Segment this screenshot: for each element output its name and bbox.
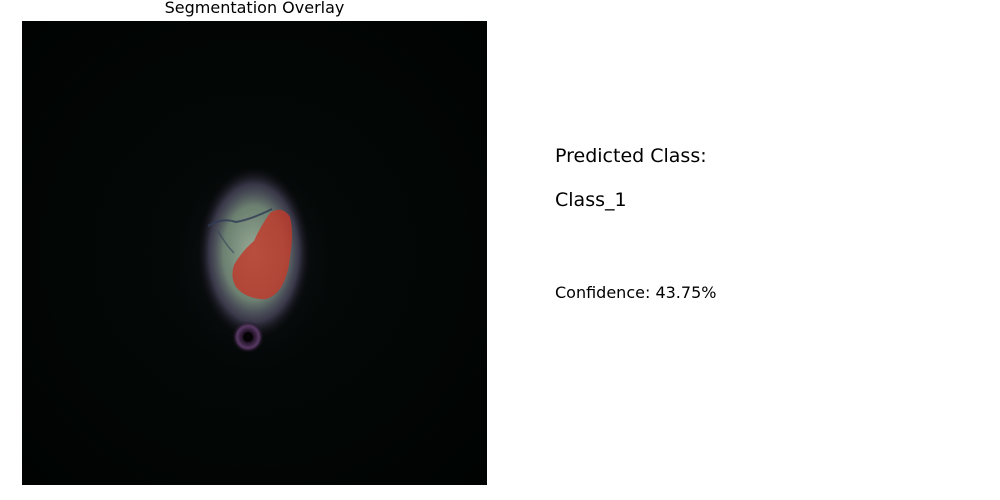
segmentation-mask: [232, 209, 292, 300]
cell-edge-line: [207, 208, 273, 227]
overlay-title: Segmentation Overlay: [164, 0, 345, 17]
confidence-text: Confidence: 43.75%: [555, 283, 717, 302]
predicted-class-value: Class_1: [555, 189, 627, 211]
cell-edge-line-2: [217, 230, 235, 254]
segmentation-overlay-image: [22, 21, 487, 485]
predicted-class-heading: Predicted Class:: [555, 145, 707, 167]
small-ring-center: [243, 332, 253, 342]
